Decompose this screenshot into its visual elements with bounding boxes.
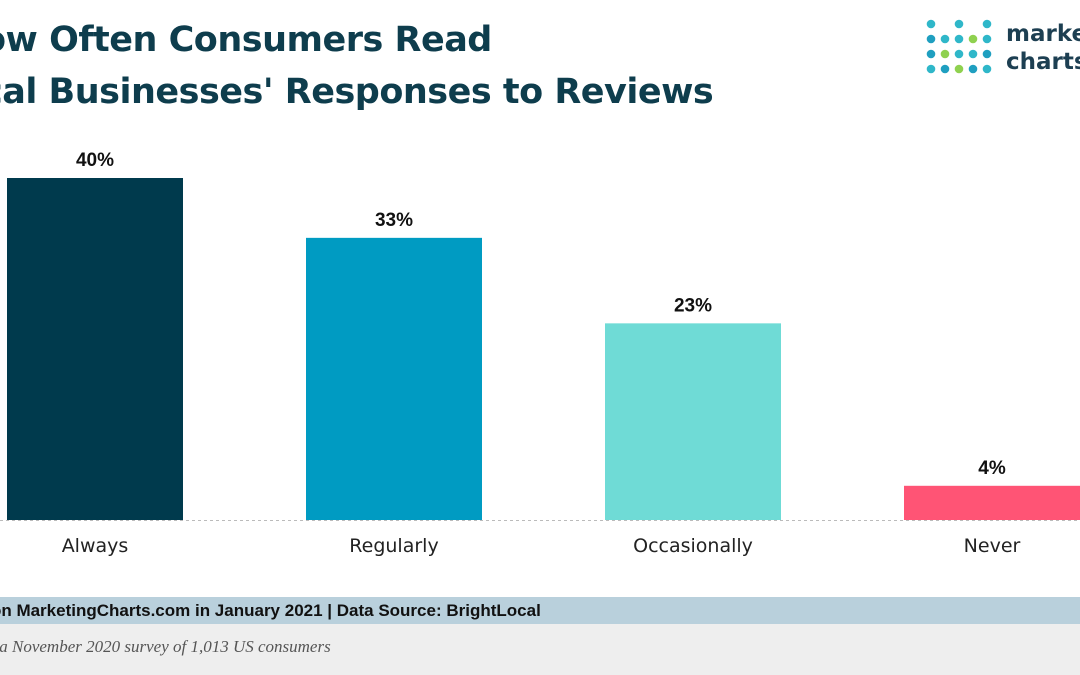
logo-dot xyxy=(982,19,992,29)
logo-dot xyxy=(926,49,936,59)
logo-dot xyxy=(940,64,950,74)
chart-title: ow Often Consumers Read cal Businesses' … xyxy=(0,14,714,118)
logo-dot xyxy=(940,49,950,59)
logo-dots-icon xyxy=(926,19,992,74)
source-bar: hed on MarketingCharts.com in January 20… xyxy=(0,597,1080,624)
logo-dot xyxy=(954,49,964,59)
title-line-1: ow Often Consumers Read xyxy=(0,20,492,60)
logo-dot xyxy=(968,49,978,59)
logo-text-line-1: marke xyxy=(1006,21,1080,47)
logo-dot xyxy=(926,34,936,44)
bar-occasionally xyxy=(605,323,781,520)
bar-regularly xyxy=(306,237,482,520)
logo-text-line-2: charts xyxy=(1006,49,1080,75)
logo-dot xyxy=(926,64,936,74)
logo-dot xyxy=(954,34,964,44)
x-tick-label-never: Never xyxy=(964,535,1021,557)
bar-always xyxy=(7,178,183,520)
logo-dot xyxy=(982,34,992,44)
data-label-occasionally: 23% xyxy=(674,295,712,316)
logo-dot xyxy=(954,64,964,74)
data-label-never: 4% xyxy=(978,458,1006,479)
data-label-always: 40% xyxy=(76,150,114,171)
x-tick-label-regularly: Regularly xyxy=(349,535,438,557)
x-tick-label-occasionally: Occasionally xyxy=(633,535,753,557)
logo-text: marke charts xyxy=(1006,20,1080,76)
marketingcharts-logo: marke charts xyxy=(926,18,1080,80)
title-line-2: cal Businesses' Responses to Reviews xyxy=(0,72,714,112)
footnote: on a November 2020 survey of 1,013 US co… xyxy=(0,624,1080,675)
logo-dot xyxy=(940,34,950,44)
bar-never xyxy=(904,485,1080,520)
logo-dot xyxy=(954,19,964,29)
logo-dot xyxy=(982,49,992,59)
data-label-regularly: 33% xyxy=(375,210,413,231)
logo-dot xyxy=(926,19,936,29)
logo-dot xyxy=(982,64,992,74)
logo-dot xyxy=(968,34,978,44)
x-tick-label-always: Always xyxy=(62,535,129,557)
bar-chart: 40% Always 33% Regularly 23% Occasionally 4% Ne… xyxy=(0,150,1080,557)
logo-dot xyxy=(968,64,978,74)
